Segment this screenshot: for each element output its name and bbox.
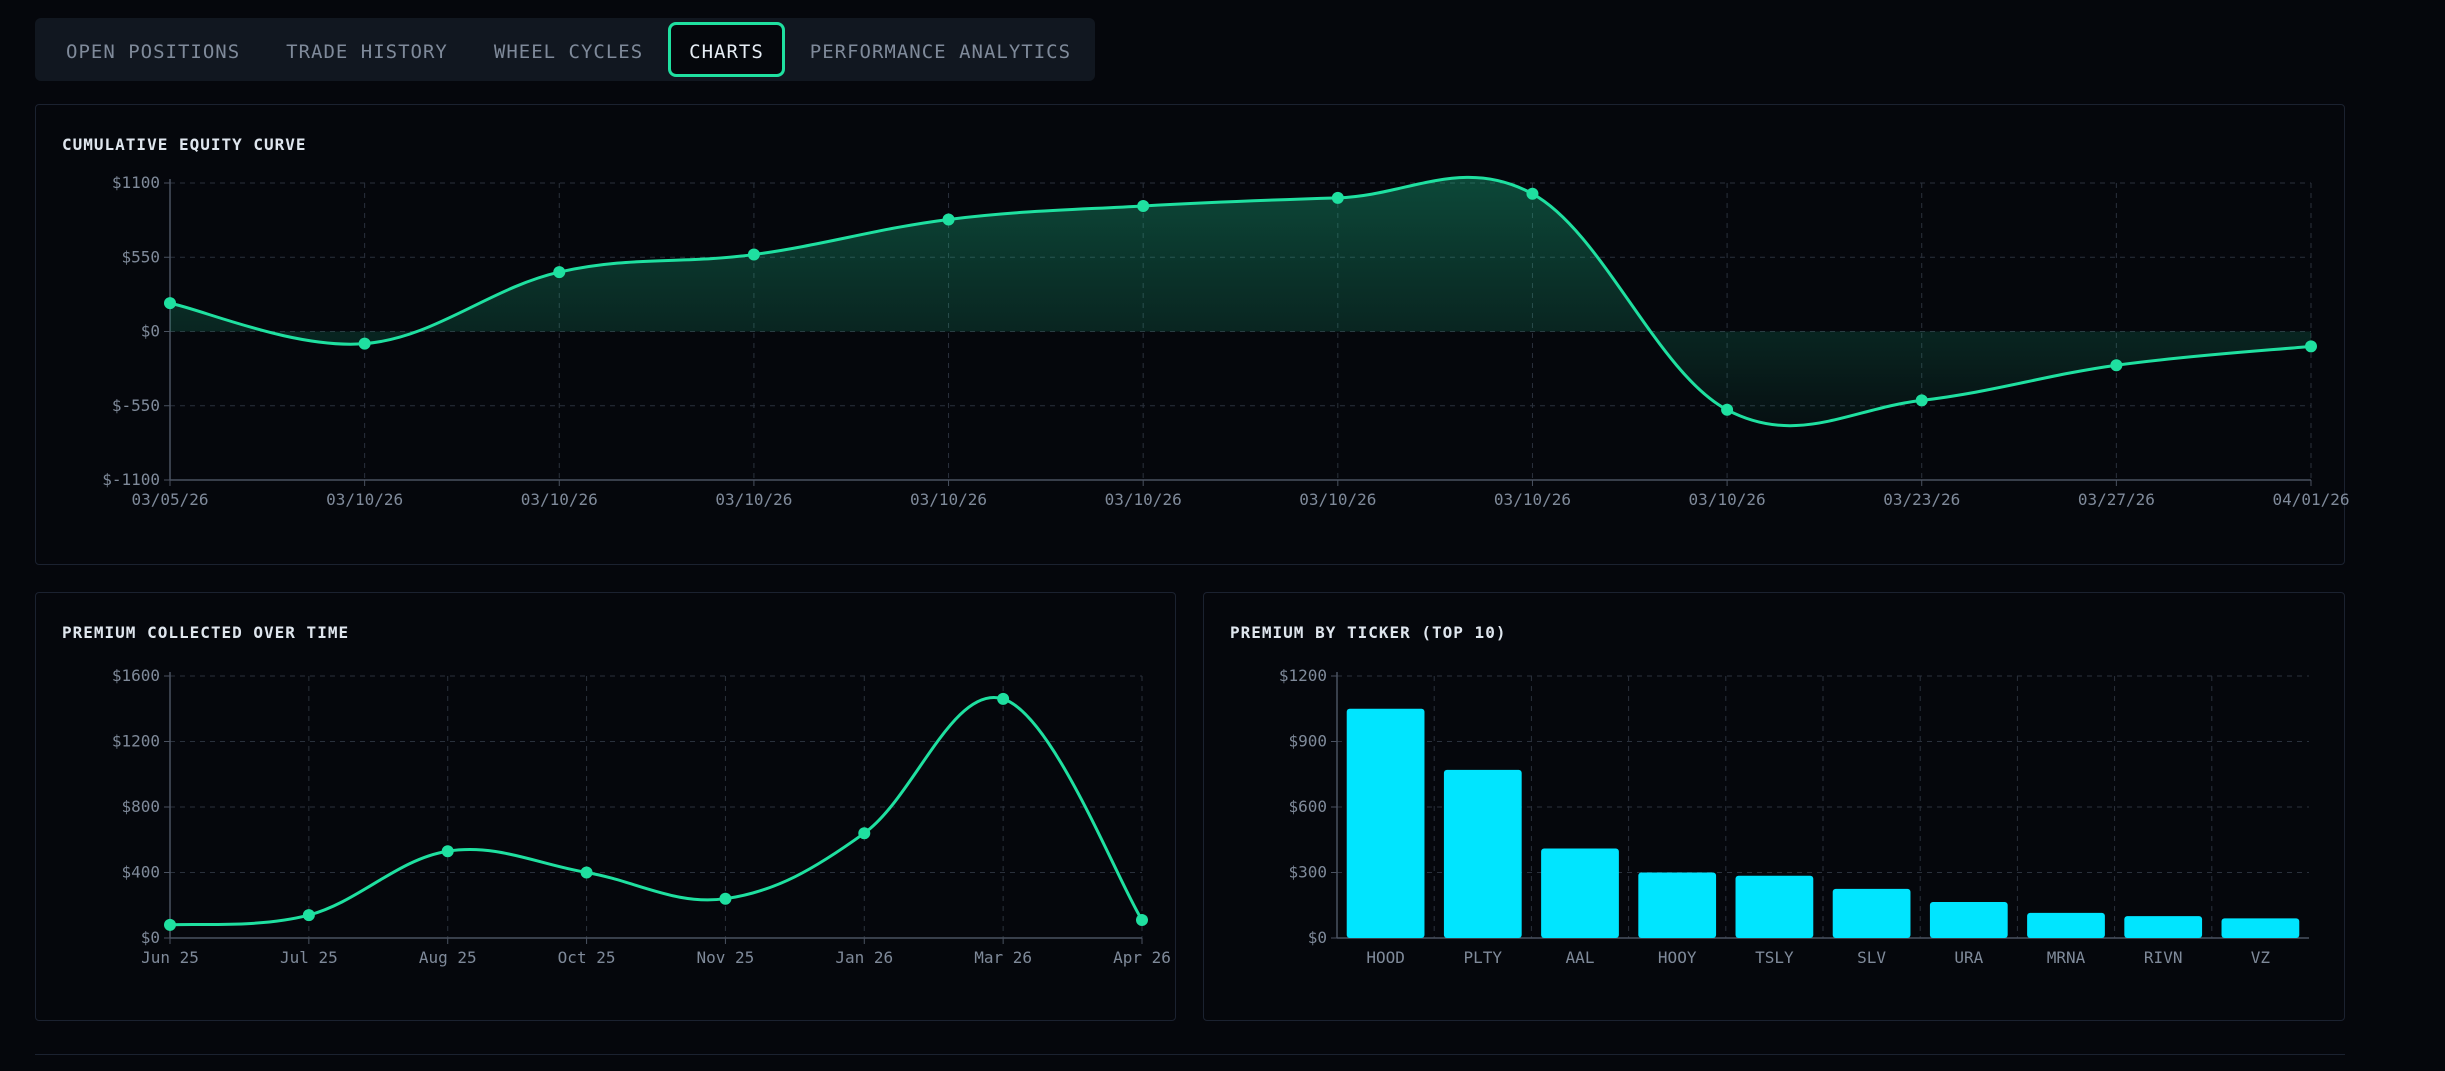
x-tick-label: Jan 26 bbox=[835, 948, 893, 967]
bar-vz bbox=[2221, 918, 2300, 938]
bar-ura bbox=[1929, 901, 2008, 938]
premium-over-time-title: PREMIUM COLLECTED OVER TIME bbox=[62, 623, 350, 642]
y-tick-label: $-550 bbox=[112, 396, 160, 415]
x-tick-label: MRNA bbox=[2047, 948, 2086, 967]
premium-point bbox=[164, 918, 176, 931]
y-tick-label: $300 bbox=[1288, 863, 1327, 882]
y-tick-label: $550 bbox=[121, 247, 160, 266]
x-tick-label: VZ bbox=[2251, 948, 2271, 967]
equity-area bbox=[170, 177, 2311, 426]
premium-point bbox=[997, 692, 1010, 705]
y-tick-label: $-1100 bbox=[102, 470, 160, 489]
equity-point bbox=[553, 266, 566, 279]
equity-point bbox=[2110, 359, 2123, 372]
bar-tsly bbox=[1735, 875, 1814, 938]
equity-curve-title: CUMULATIVE EQUITY CURVE bbox=[62, 135, 307, 154]
equity-point bbox=[164, 297, 176, 310]
x-tick-label: Aug 25 bbox=[419, 948, 477, 967]
tab-bar: OPEN POSITIONS TRADE HISTORY WHEEL CYCLE… bbox=[35, 18, 1095, 81]
x-tick-label: AAL bbox=[1566, 948, 1595, 967]
tab-trade-history[interactable]: TRADE HISTORY bbox=[286, 41, 448, 63]
equity-point bbox=[942, 213, 955, 226]
premium-point bbox=[858, 827, 871, 840]
x-tick-label: PLTY bbox=[1464, 948, 1503, 967]
bar-mrna bbox=[2027, 912, 2105, 938]
x-tick-label: 03/10/26 bbox=[715, 490, 792, 509]
x-tick-label: 03/23/26 bbox=[1883, 490, 1960, 509]
equity-curve-panel: CUMULATIVE EQUITY CURVE $1100 $550 $0 $-550… bbox=[35, 104, 2350, 565]
x-tick-label: 03/05/26 bbox=[131, 490, 208, 509]
premium-line bbox=[169, 695, 1144, 927]
x-tick-label: HOOY bbox=[1658, 948, 1697, 967]
y-tick-label: $1200 bbox=[112, 732, 160, 751]
y-tick-label: $800 bbox=[121, 797, 160, 816]
x-tick-label: SLV bbox=[1857, 948, 1886, 967]
premium-by-ticker-chart: $1200 $900 $600 $300 $0 HOOD PLTY AAL HOOY TSLY SL… bbox=[1279, 666, 2309, 967]
x-tick-label: Nov 25 bbox=[697, 948, 755, 967]
equity-point bbox=[358, 337, 371, 350]
equity-line bbox=[169, 175, 2312, 428]
x-tick-label: RIVN bbox=[2144, 948, 2183, 967]
equity-point bbox=[1526, 187, 1539, 200]
y-tick-label: $0 bbox=[1308, 928, 1327, 947]
x-tick-label: Apr 26 bbox=[1113, 948, 1171, 967]
y-tick-label: $600 bbox=[1288, 797, 1327, 816]
premium-point bbox=[1136, 913, 1148, 926]
x-tick-label: HOOD bbox=[1366, 948, 1405, 967]
premium-over-time-panel: PREMIUM COLLECTED OVER TIME $1600 $1200 $8… bbox=[35, 592, 1176, 1021]
equity-point bbox=[2305, 340, 2317, 353]
equity-point bbox=[747, 248, 760, 261]
x-tick-label: 03/10/26 bbox=[1105, 490, 1182, 509]
y-tick-label: $0 bbox=[141, 322, 160, 341]
bottom-divider bbox=[35, 1054, 2345, 1055]
x-tick-label: TSLY bbox=[1755, 948, 1794, 967]
premium-point bbox=[580, 866, 593, 879]
y-tick-label: $900 bbox=[1288, 732, 1327, 751]
equity-point bbox=[1915, 394, 1928, 407]
y-tick-label: $1100 bbox=[112, 173, 160, 192]
x-tick-label: 03/10/26 bbox=[521, 490, 598, 509]
x-tick-label: Jul 25 bbox=[280, 948, 338, 967]
x-tick-label: 03/10/26 bbox=[326, 490, 403, 509]
x-tick-label: 03/10/26 bbox=[910, 490, 987, 509]
x-tick-label: URA bbox=[1954, 948, 1983, 967]
tab-open-positions[interactable]: OPEN POSITIONS bbox=[66, 41, 241, 63]
bar-slv bbox=[1832, 888, 1911, 938]
x-tick-label: 03/10/26 bbox=[1689, 490, 1766, 509]
premium-by-ticker-title: PREMIUM BY TICKER (TOP 10) bbox=[1230, 623, 1507, 642]
x-tick-label: 03/10/26 bbox=[1494, 490, 1571, 509]
bar-rivn bbox=[2124, 916, 2203, 938]
tab-performance-analytics[interactable]: PERFORMANCE ANALYTICS bbox=[809, 41, 1072, 63]
bar-hooy bbox=[1638, 872, 1717, 938]
y-tick-label: $400 bbox=[121, 863, 160, 882]
premium-point bbox=[719, 892, 732, 905]
x-tick-label: 03/10/26 bbox=[1299, 490, 1376, 509]
bar-aal bbox=[1541, 848, 1619, 938]
x-tick-label: Oct 25 bbox=[558, 948, 616, 967]
bar-hood bbox=[1346, 708, 1425, 938]
equity-point bbox=[1721, 403, 1734, 416]
x-tick-label: 04/01/26 bbox=[2272, 490, 2349, 509]
x-tick-label: Mar 26 bbox=[974, 948, 1032, 967]
bar-plty bbox=[1443, 769, 1522, 938]
y-tick-label: $1600 bbox=[112, 666, 160, 685]
premium-point bbox=[441, 845, 454, 858]
premium-by-ticker-panel: PREMIUM BY TICKER (TOP 10) $1200 $900 $600… bbox=[1203, 592, 2345, 1021]
equity-point bbox=[1137, 199, 1150, 212]
x-tick-label: Jun 25 bbox=[141, 948, 199, 967]
premium-point bbox=[302, 909, 315, 922]
equity-point bbox=[1331, 191, 1344, 204]
tab-wheel-cycles[interactable]: WHEEL CYCLES bbox=[493, 41, 644, 63]
y-tick-label: $0 bbox=[141, 928, 160, 947]
y-tick-label: $1200 bbox=[1279, 666, 1327, 685]
tab-charts[interactable]: CHARTS bbox=[668, 22, 785, 77]
x-tick-label: 03/27/26 bbox=[2078, 490, 2155, 509]
